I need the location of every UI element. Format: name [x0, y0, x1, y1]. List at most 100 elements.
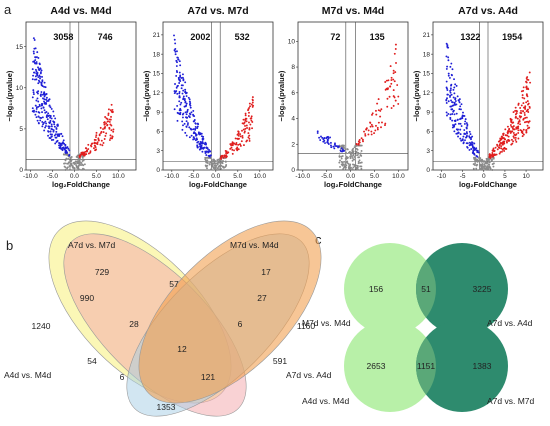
- data-point: [514, 113, 517, 116]
- data-point: [61, 148, 64, 151]
- data-point: [106, 123, 109, 126]
- data-point: [464, 120, 467, 123]
- data-point: [510, 121, 513, 124]
- data-point: [174, 90, 177, 93]
- venn4-count-bcd: 591: [273, 356, 287, 366]
- data-point: [339, 165, 341, 168]
- data-point: [33, 61, 36, 64]
- data-point: [188, 100, 191, 103]
- data-point: [449, 87, 452, 90]
- data-point: [214, 168, 217, 171]
- data-point: [504, 134, 507, 137]
- data-point: [51, 128, 54, 131]
- data-point: [445, 80, 448, 83]
- data-point: [176, 104, 179, 107]
- data-point: [112, 130, 115, 133]
- data-point: [487, 157, 490, 160]
- data-point: [235, 141, 238, 144]
- data-point: [517, 125, 520, 128]
- data-point: [525, 86, 528, 89]
- data-point: [316, 131, 319, 134]
- data-point: [60, 132, 62, 135]
- data-point: [213, 166, 216, 169]
- data-point: [206, 167, 208, 170]
- data-point: [53, 125, 56, 128]
- data-point: [343, 146, 345, 149]
- data-point: [364, 133, 367, 135]
- data-point: [89, 150, 92, 153]
- data-point: [204, 159, 207, 162]
- data-point: [525, 77, 528, 80]
- data-point: [241, 129, 243, 132]
- data-point: [213, 162, 216, 165]
- venn2-top-left-circle: [344, 243, 436, 335]
- data-point: [505, 140, 508, 143]
- data-point: [321, 136, 324, 139]
- data-point: [447, 72, 450, 75]
- volcano-points: [316, 43, 400, 171]
- data-point: [181, 76, 184, 79]
- data-point: [362, 140, 364, 143]
- data-point: [343, 160, 346, 163]
- data-point: [61, 135, 64, 138]
- data-point: [481, 166, 483, 169]
- data-point: [341, 163, 344, 166]
- data-point: [178, 90, 181, 93]
- data-point: [178, 60, 181, 63]
- data-point: [52, 114, 55, 117]
- data-point: [361, 138, 364, 141]
- data-point: [80, 153, 83, 156]
- y-tick-label: 8: [291, 64, 295, 71]
- x-axis-label: log₂FoldChange: [324, 180, 382, 189]
- data-point: [390, 76, 393, 79]
- data-point: [104, 116, 107, 118]
- data-point: [354, 144, 357, 147]
- data-point: [109, 123, 112, 126]
- data-point: [504, 128, 507, 131]
- data-point: [80, 151, 83, 154]
- data-point: [251, 96, 254, 99]
- data-point: [247, 115, 250, 117]
- data-point: [371, 113, 373, 116]
- data-point: [355, 142, 358, 145]
- data-point: [468, 144, 471, 147]
- data-point: [183, 105, 186, 108]
- venn2-top-overlap-count: 51: [421, 284, 431, 294]
- data-point: [63, 142, 66, 145]
- data-point: [394, 48, 397, 50]
- venn4-count-bd: 27: [257, 293, 267, 303]
- x-tick-label: -5.0: [47, 173, 59, 180]
- data-point: [522, 118, 525, 121]
- data-point: [41, 93, 44, 96]
- data-point: [35, 110, 38, 113]
- data-point: [236, 146, 239, 149]
- data-point: [371, 125, 374, 128]
- data-point: [527, 111, 530, 113]
- data-point: [103, 138, 106, 140]
- data-point: [384, 124, 386, 127]
- data-point: [354, 154, 357, 157]
- data-point: [203, 146, 206, 149]
- x-tick-label: 5.0: [233, 173, 242, 180]
- data-point: [525, 116, 528, 119]
- data-point: [466, 134, 468, 137]
- y-tick-label: 10: [16, 85, 24, 92]
- venn4-count-abcd: 12: [177, 344, 187, 354]
- data-point: [41, 111, 44, 114]
- data-point: [500, 135, 503, 138]
- data-point: [40, 102, 43, 105]
- data-point: [251, 121, 254, 123]
- data-point: [75, 155, 78, 158]
- data-point: [479, 157, 482, 160]
- data-point: [459, 108, 462, 111]
- data-point: [47, 134, 50, 137]
- up-count: 1954: [502, 32, 522, 42]
- data-point: [219, 167, 222, 170]
- data-point: [498, 152, 501, 155]
- data-point: [389, 65, 392, 68]
- data-point: [48, 127, 50, 130]
- data-point: [39, 77, 41, 80]
- data-point: [188, 126, 191, 129]
- data-point: [32, 60, 35, 63]
- data-point: [94, 149, 97, 152]
